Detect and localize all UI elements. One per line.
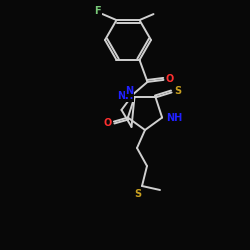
Text: S: S (134, 189, 141, 199)
Text: NH: NH (166, 112, 182, 122)
Text: NH: NH (118, 91, 134, 101)
Text: F: F (94, 6, 101, 16)
Text: O: O (166, 74, 173, 84)
Text: O: O (104, 118, 112, 128)
Text: N: N (125, 86, 134, 97)
Text: S: S (174, 86, 181, 97)
